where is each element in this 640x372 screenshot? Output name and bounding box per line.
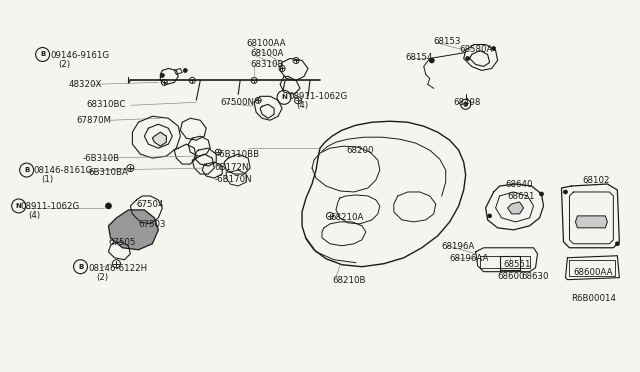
Circle shape: [161, 73, 164, 77]
Circle shape: [466, 57, 470, 61]
Text: 6B310BA: 6B310BA: [88, 168, 129, 177]
Text: 68600AA: 68600AA: [573, 268, 613, 277]
Text: 68210A: 68210A: [330, 213, 364, 222]
Text: (2): (2): [97, 273, 109, 282]
Text: N: N: [281, 94, 287, 100]
Text: 68196A: 68196A: [442, 242, 475, 251]
Text: B: B: [40, 51, 45, 58]
Circle shape: [488, 214, 492, 218]
Text: 67870M: 67870M: [77, 116, 111, 125]
Circle shape: [615, 242, 620, 246]
Polygon shape: [575, 216, 607, 228]
Text: 08146-8161G: 08146-8161G: [34, 166, 93, 175]
Circle shape: [183, 68, 188, 73]
Polygon shape: [508, 202, 524, 214]
Text: 68600: 68600: [498, 272, 525, 281]
Polygon shape: [152, 132, 166, 146]
Text: 67503: 67503: [138, 220, 166, 229]
Text: 08146-6122H: 08146-6122H: [88, 264, 148, 273]
Circle shape: [429, 58, 435, 63]
Text: 08911-1062G: 08911-1062G: [20, 202, 80, 211]
Text: -6B170N: -6B170N: [214, 175, 252, 184]
Circle shape: [563, 190, 568, 194]
Text: 68102: 68102: [582, 176, 610, 185]
Text: 68498: 68498: [454, 98, 481, 108]
Text: (4): (4): [29, 211, 41, 220]
Text: 09146-9161G: 09146-9161G: [51, 51, 109, 60]
Text: R6B00014: R6B00014: [572, 294, 616, 302]
Text: 68196AA: 68196AA: [450, 254, 489, 263]
Text: 08911-1062G: 08911-1062G: [288, 92, 348, 101]
Text: 68310BC: 68310BC: [86, 100, 126, 109]
Text: 68580A: 68580A: [460, 45, 493, 54]
Text: B: B: [24, 167, 29, 173]
Text: 68621: 68621: [508, 192, 535, 201]
Text: (4): (4): [296, 101, 308, 110]
Text: 67505: 67505: [108, 238, 136, 247]
Circle shape: [106, 203, 111, 209]
Text: 68100A: 68100A: [250, 48, 284, 58]
Text: 67504: 67504: [136, 200, 164, 209]
Polygon shape: [108, 210, 158, 250]
Text: 68200: 68200: [346, 146, 374, 155]
Text: B: B: [78, 264, 83, 270]
Text: (1): (1): [42, 175, 54, 184]
Text: 68210B: 68210B: [332, 276, 365, 285]
Text: 68640: 68640: [506, 180, 533, 189]
Text: 68551: 68551: [504, 260, 531, 269]
Circle shape: [540, 192, 543, 196]
Text: 67500N: 67500N: [220, 98, 254, 108]
Text: 68154: 68154: [406, 52, 433, 61]
Text: -6B310BB: -6B310BB: [216, 150, 259, 159]
Text: 68630: 68630: [522, 272, 549, 281]
Text: (2): (2): [59, 61, 70, 70]
Text: -6B310B: -6B310B: [83, 154, 120, 163]
Circle shape: [464, 102, 468, 106]
Text: N: N: [16, 203, 22, 209]
Text: 6B172N: 6B172N: [214, 163, 249, 172]
Circle shape: [492, 46, 495, 51]
Text: 68310B: 68310B: [250, 61, 284, 70]
Text: 68100AA: 68100AA: [246, 39, 285, 48]
Text: 68153: 68153: [434, 36, 461, 45]
Text: 48320X: 48320X: [68, 80, 102, 89]
